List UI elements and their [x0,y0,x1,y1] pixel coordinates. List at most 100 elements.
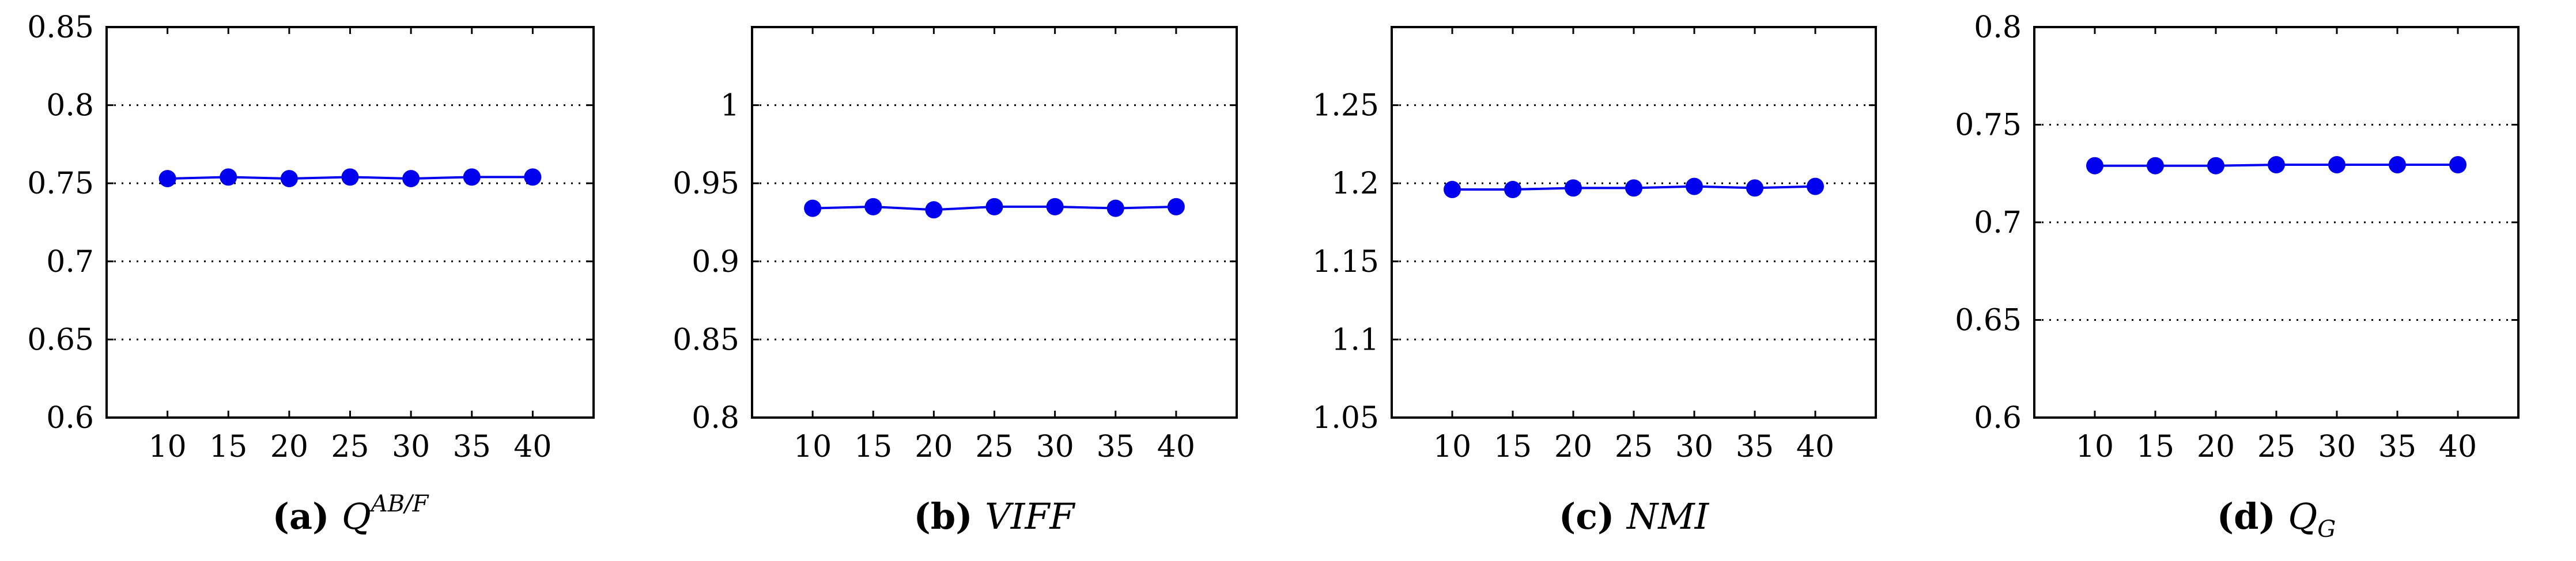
x-tick-label: 10 [1433,430,1471,464]
data-point [524,168,542,186]
x-tick-label: 10 [149,430,187,464]
chart-panel-3: 1.05 1.1 1.15 1.2 1.25 10 15 20 25 30 35 40 (c) NMI [1312,26,1877,537]
caption-metric: VIFF [985,495,1075,537]
caption-subscript: G [2317,516,2336,543]
data-point [2147,157,2164,175]
data-point [985,198,1003,215]
y-tick-label: 1 [720,89,739,123]
x-tick-label: 35 [453,430,491,464]
x-tick-label: 30 [2318,430,2356,464]
data-point [864,198,882,215]
x-tick-label: 20 [1554,430,1592,464]
y-tick-label: 0.65 [1955,304,2022,338]
data-point [1625,179,1642,197]
caption-letter: (b) [914,495,985,537]
caption-superscript: AB/F [369,491,429,517]
x-tick-label: 15 [1494,430,1532,464]
y-tick-label: 0.8 [46,89,94,123]
y-tick-label: 0.6 [46,401,94,435]
caption-metric: NMI [1626,495,1710,537]
data-point [1444,181,1461,199]
caption-letter: (c) [1559,495,1627,537]
x-tick-label: 20 [270,430,308,464]
data-point [1167,198,1185,215]
data-point [2086,157,2103,175]
data-point [2207,157,2224,175]
x-tick-label: 25 [331,430,369,464]
plot-frame [1391,26,1877,419]
x-tick-label: 30 [392,430,430,464]
panel-caption: (d) QG [2217,495,2336,543]
y-tick-label: 0.6 [1974,401,2022,435]
data-point [220,168,237,186]
x-tick-label: 10 [2076,430,2114,464]
panel-caption: (c) NMI [1559,495,1710,537]
y-tick-label: 0.8 [692,401,739,435]
data-point [1504,181,1521,199]
y-tick-label: 0.65 [27,323,94,357]
y-tick-label: 0.9 [692,245,739,279]
data-point [1565,179,1582,197]
caption-letter: (d) [2217,495,2288,537]
panel-caption: (b) VIFF [914,495,1076,537]
panel-caption: (a) QAB/F [273,491,429,537]
data-point [2389,156,2406,173]
data-point [1046,198,1064,215]
data-point [2449,156,2467,173]
caption-metric: Q [2288,495,2317,537]
chart-panel-1: 0.6 0.65 0.7 0.75 0.8 0.85 10 15 20 25 30 35 40 (a) Q… [27,10,595,537]
data-point [280,170,298,188]
x-tick-label: 15 [2136,430,2174,464]
data-point [463,168,481,186]
data-point [1106,199,1124,217]
data-point [1746,179,1763,197]
y-tick-label: 0.7 [1974,206,2022,240]
y-tick-label: 0.75 [27,166,94,201]
y-tick-label: 0.75 [1955,108,2022,143]
x-tick-label: 15 [854,430,892,464]
y-tick-label: 1.1 [1331,323,1379,357]
plot-frame [105,26,595,419]
x-tick-label: 40 [513,430,552,464]
data-point [2268,156,2285,173]
plot-frame [751,26,1238,419]
caption-letter: (a) [273,495,342,537]
chart-panel-4: 0.6 0.65 0.7 0.75 0.8 10 15 20 25 30 35 40 (d) QG [1955,10,2520,543]
x-tick-label: 25 [975,430,1013,464]
y-tick-label: 1.2 [1331,166,1379,201]
data-point [1807,177,1824,195]
x-tick-label: 40 [1796,430,1834,464]
x-tick-label: 35 [1097,430,1135,464]
plot-frame [2033,26,2520,419]
x-tick-label: 20 [2197,430,2235,464]
data-point [925,201,943,219]
data-point [341,168,359,186]
caption-metric: Q [342,495,371,537]
y-tick-label: 0.7 [46,245,94,279]
x-tick-label: 15 [209,430,247,464]
y-tick-label: 0.85 [27,10,94,45]
y-tick-label: 1.25 [1312,89,1379,123]
x-tick-label: 35 [1736,430,1774,464]
chart-panel-2: 0.8 0.85 0.9 0.95 1 10 15 20 25 30 35 40 (b) VIFF [673,26,1238,537]
x-tick-label: 20 [915,430,953,464]
data-point [2328,156,2345,173]
x-tick-label: 25 [2257,430,2295,464]
y-tick-label: 0.85 [673,323,739,357]
y-tick-label: 1.15 [1312,245,1379,279]
x-tick-label: 30 [1675,430,1713,464]
x-tick-label: 35 [2378,430,2416,464]
x-tick-label: 10 [794,430,832,464]
x-tick-label: 25 [1615,430,1653,464]
y-tick-label: 1.05 [1312,401,1379,435]
x-tick-label: 40 [1157,430,1195,464]
data-point [1686,177,1703,195]
x-tick-label: 40 [2439,430,2477,464]
x-tick-label: 30 [1036,430,1074,464]
data-point [402,170,420,188]
y-tick-label: 0.95 [673,166,739,201]
data-point [158,170,176,188]
data-point [804,199,822,217]
y-tick-label: 0.8 [1974,10,2022,45]
